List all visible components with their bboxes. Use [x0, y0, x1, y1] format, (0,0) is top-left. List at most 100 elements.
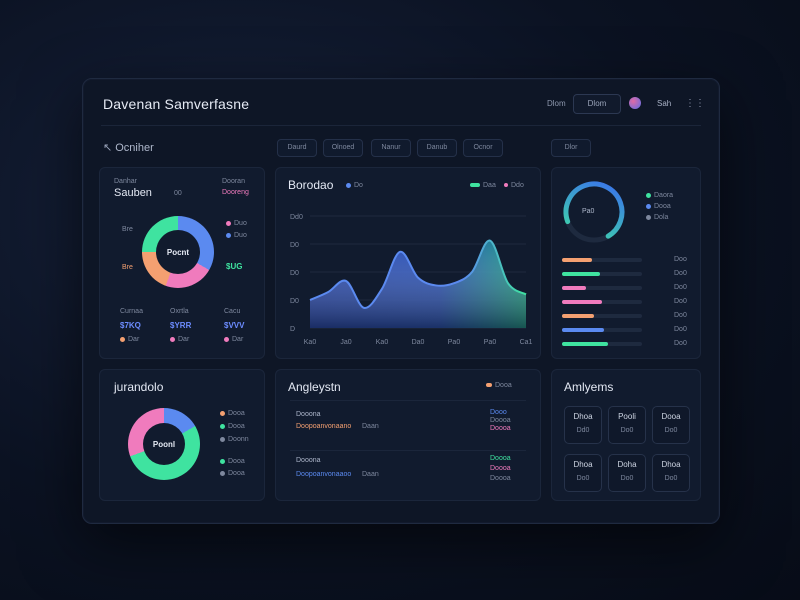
back-arrow-icon: ↖ [103, 142, 113, 154]
progress-bar-label: Do0 [674, 284, 687, 291]
analysis-legend: Dooa [486, 382, 512, 389]
trend-card: Borodao Do Daa Ddo [275, 167, 541, 359]
segments-side-label: Bre [122, 226, 133, 233]
legend-dot [346, 182, 351, 188]
analysis-card: Angleystn Dooa Dooona Doopoanvonaano Daa… [275, 369, 541, 501]
analysis-row-right-3: Doooa [490, 425, 511, 432]
analysis-row-2[interactable]: Dooona Doopoanvonaaoo Daan Doooa Doooa D… [290, 450, 526, 482]
legend-pill [486, 383, 492, 388]
progress-bar-label: Do0 [674, 298, 687, 305]
analytics-stat-1[interactable]: Dhoa Dd0 [564, 406, 602, 444]
y-tick-label: D [290, 326, 295, 333]
top-action-button[interactable]: Dlom [573, 94, 621, 114]
stat-value: Do0 [620, 475, 634, 482]
legend-dot [224, 336, 229, 342]
progress-bar-track [562, 342, 642, 346]
filter-chip-3[interactable]: Nanur [371, 139, 411, 157]
segments-stat-label-3: Cacu [224, 308, 241, 315]
progress-bar-label: Doo [674, 256, 687, 263]
segments-donut-center: Pocnt [156, 230, 200, 274]
stat-value: Do0 [620, 427, 634, 434]
stat-label: Dooa [661, 412, 681, 421]
more-icon[interactable]: ⋮⋮ [685, 98, 705, 109]
top-label: Dlom [547, 99, 566, 108]
stat-label: Dhoa [573, 412, 593, 421]
trend-chart: Dd0 D0 D0 D0 D Ka0 Ja0 Ka0 Da0 Pa0 Pa0 Ca1 [290, 214, 533, 346]
trend-legend-right-1: Daa [470, 182, 496, 189]
progress-bar-track [562, 314, 642, 318]
x-tick-label: Ka0 [376, 339, 389, 346]
gauge-legend-2: Dooa [646, 203, 671, 210]
progress-bar-fill [562, 342, 609, 346]
segments-stat-value-3: $VVV [224, 321, 245, 330]
progress-bar-label: Do0 [674, 312, 687, 319]
progress-bar-track [562, 286, 642, 290]
segments-tag-right2: Dooreng [222, 189, 249, 196]
overview-text: Ocniher [115, 142, 154, 154]
legend-label: Dooa [228, 423, 245, 430]
segments-stat-value-1: $7KQ [120, 321, 141, 330]
segments-highlight-value: $UG [226, 262, 243, 271]
progress-bar-fill [562, 286, 586, 290]
segments-legend-1: Duo [226, 220, 247, 227]
analytics-stat-6[interactable]: Dhoa Do0 [652, 454, 690, 492]
legend-label: Dooa [228, 458, 245, 465]
footer-label: Dar [178, 336, 190, 343]
gauge-arc [563, 181, 625, 243]
legend-label: Doonn [228, 436, 249, 443]
y-tick-label: D0 [290, 270, 299, 277]
filter-chip-5[interactable]: Ocnor [463, 139, 503, 157]
analysis-row-right-3: Doooa [490, 475, 511, 482]
stat-label: Dhoa [661, 460, 681, 469]
x-tick-label: Da0 [412, 339, 425, 346]
progress-bar-fill [562, 328, 604, 332]
segment2-legend-3: Doonn [220, 436, 249, 443]
avatar[interactable] [629, 97, 641, 109]
trend-area-fade [310, 240, 526, 328]
analytics-card: Amlyems Dhoa Dd0 Pooli Do0 Dooa Do0 Dhoa Do0… [551, 369, 701, 501]
filter-chip-2[interactable]: Olnoed [323, 139, 363, 157]
legend-dot [220, 410, 225, 416]
segments-title: Sauben [114, 187, 152, 199]
analytics-stat-4[interactable]: Dhoa Do0 [564, 454, 602, 492]
analysis-row-name: Dooona [296, 457, 321, 464]
analysis-row-codes: Doopoanvonaaoo [296, 471, 352, 478]
x-tick-label: Pa0 [484, 339, 497, 346]
analysis-row-name: Dooona [296, 411, 321, 418]
legend-label: Do [354, 182, 363, 189]
analytics-stat-5[interactable]: Doha Do0 [608, 454, 646, 492]
gauge-legend-3: Dola [646, 214, 668, 221]
user-label[interactable]: Sah [657, 99, 672, 108]
segments-stat-footer-2: Dar [170, 336, 189, 343]
filter-chip-4[interactable]: Danub [417, 139, 457, 157]
progress-bar-fill [562, 300, 602, 304]
analysis-row-right-1: Doooa [490, 455, 511, 462]
analytics-stat-2[interactable]: Pooli Do0 [608, 406, 646, 444]
analytics-stat-3[interactable]: Dooa Do0 [652, 406, 690, 444]
segment2-legend-1: Dooa [220, 410, 245, 417]
stat-label: Doha [617, 460, 637, 469]
overview-label[interactable]: ↖ Ocniher [103, 141, 154, 154]
x-tick-label: Ka0 [304, 339, 317, 346]
y-tick-label: D0 [290, 298, 299, 305]
legend-label: Ddo [511, 182, 524, 189]
analysis-row-1[interactable]: Dooona Doopoanvonaano Daan Dooo Doooa Do… [290, 400, 526, 432]
trend-legend-left: Do [346, 182, 363, 189]
segment2-legend-2: Dooa [220, 423, 245, 430]
progress-bar-track [562, 272, 642, 276]
segment2-card: jurandolo Poonl Dooa Dooa Doonn Dooa Doo… [99, 369, 265, 501]
filter-chip-1[interactable]: Daurd [277, 139, 317, 157]
analysis-row-right-2: Doooa [490, 465, 511, 472]
progress-bar-label: Do0 [674, 326, 687, 333]
segments-title-tag: 00 [174, 190, 182, 197]
legend-label: Dooa [495, 382, 512, 389]
progress-bar-label: Do0 [674, 340, 687, 347]
filter-chip-right[interactable]: Dlor [551, 139, 591, 157]
legend-label: Dola [654, 214, 669, 221]
progress-bar-track [562, 328, 642, 332]
legend-dot [226, 232, 231, 238]
y-tick-label: Dd0 [290, 214, 303, 221]
y-tick-label: D0 [290, 242, 299, 249]
trend-title: Borodao [288, 178, 334, 192]
legend-label: Dooa [654, 203, 671, 210]
